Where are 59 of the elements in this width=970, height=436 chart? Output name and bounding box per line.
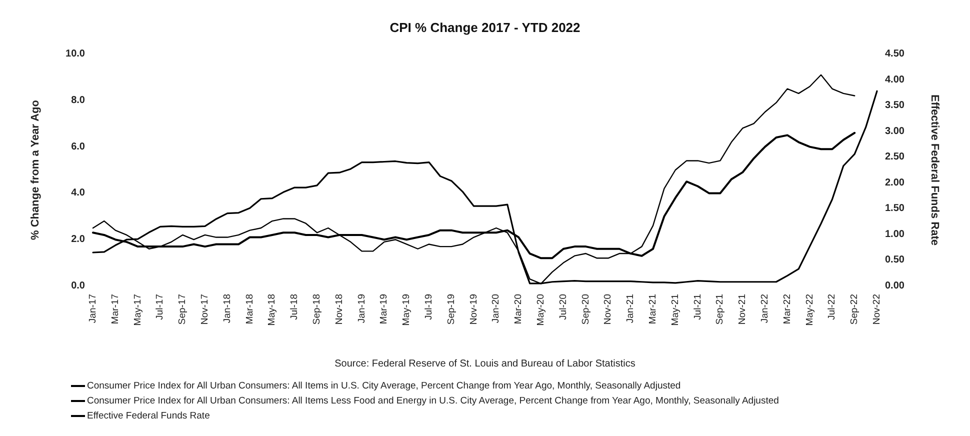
y2-tick-label: 3.00	[885, 126, 905, 137]
x-tick-label: Sep-19	[446, 294, 457, 325]
y2-tick-label: 2.50	[885, 152, 905, 163]
legend-label: Consumer Price Index for All Urban Consumers: All Items in U.S. City Average, Percent Change from Year Ago, Monthly, Seasonally Adjusted	[87, 380, 681, 392]
x-tick-label: May-22	[804, 294, 816, 326]
y-tick-label: 4.0	[71, 188, 86, 199]
x-tick-label: May-17	[132, 294, 144, 326]
y-tick-label: 8.0	[71, 94, 86, 106]
x-tick-label: Mar-20	[513, 294, 524, 324]
x-tick-label: Jan-18	[222, 294, 233, 324]
x-tick-label: Mar-21	[648, 294, 658, 324]
y2-axis-title: Effective Federal Funds Rate	[928, 94, 940, 246]
x-tick-label: Nov-19	[468, 294, 480, 325]
y-tick-label: 10.0	[66, 48, 86, 60]
y2-tick-label: 4.00	[885, 74, 905, 86]
y2-tick-label: 1.50	[885, 203, 905, 214]
x-tick-label: May-18	[266, 294, 278, 326]
x-tick-label: Jan-17	[88, 294, 98, 324]
x-tick-label: Jul-20	[558, 294, 569, 320]
x-tick-label: Sep-17	[177, 294, 188, 325]
y2-tick-label: 0.00	[885, 280, 905, 292]
y-tick-label: 0.0	[71, 280, 86, 292]
x-tick-label: May-20	[536, 294, 546, 326]
y2-tick-label: 1.00	[885, 228, 905, 240]
legend-label: Consumer Price Index for All Urban Consumers: All Items Less Food and Energy in U.S. City Average, Percent Change from Year Ago, Monthly, Seasonally Adjusted	[87, 396, 779, 406]
y2-tick-label: 3.50	[885, 100, 905, 112]
y-tick-label: 6.0	[71, 141, 86, 152]
x-tick-label: Nov-21	[737, 294, 748, 325]
x-tick-label: Sep-18	[312, 294, 322, 325]
x-tick-label: Mar-18	[244, 294, 256, 324]
x-tick-label: Nov-22	[872, 294, 882, 325]
source-note: Source: Federal Reserve of St. Louis and Bureau of Labor Statistics	[334, 358, 636, 370]
x-tick-label: Jul-17	[154, 294, 166, 320]
legend-label: Effective Federal Funds Rate	[87, 410, 210, 422]
x-tick-label: Jul-19	[424, 294, 434, 320]
y2-tick-label: 2.00	[885, 177, 905, 188]
x-tick-label: Mar-19	[378, 294, 390, 324]
x-tick-label: Jul-21	[692, 294, 704, 320]
x-tick-label: Jul-18	[289, 294, 300, 320]
x-tick-label: Jan-22	[760, 294, 770, 324]
y-axis-title: % Change from a Year Ago	[30, 100, 42, 240]
x-tick-label: Mar-17	[110, 294, 121, 324]
x-tick-label: May-19	[401, 294, 412, 326]
x-tick-label: Mar-22	[782, 294, 793, 324]
y2-tick-label: 4.50	[885, 48, 905, 60]
x-tick-label: Nov-18	[334, 294, 345, 325]
x-tick-label: Nov-20	[602, 294, 614, 325]
x-tick-label: Jan-19	[356, 294, 368, 324]
x-tick-label: Sep-20	[580, 294, 592, 325]
x-tick-label: Nov-17	[200, 294, 210, 325]
x-tick-label: Jan-20	[490, 294, 502, 324]
x-tick-label: Sep-21	[714, 294, 726, 325]
chart-title: CPI % Change 2017 - YTD 2022	[390, 20, 580, 35]
x-tick-label: May-21	[670, 294, 681, 326]
x-tick-label: Sep-22	[849, 294, 860, 325]
y-tick-label: 2.0	[71, 234, 86, 246]
y2-tick-label: 0.50	[885, 254, 905, 266]
x-tick-label: Jul-22	[826, 294, 838, 320]
x-tick-label: Jan-21	[625, 294, 636, 324]
